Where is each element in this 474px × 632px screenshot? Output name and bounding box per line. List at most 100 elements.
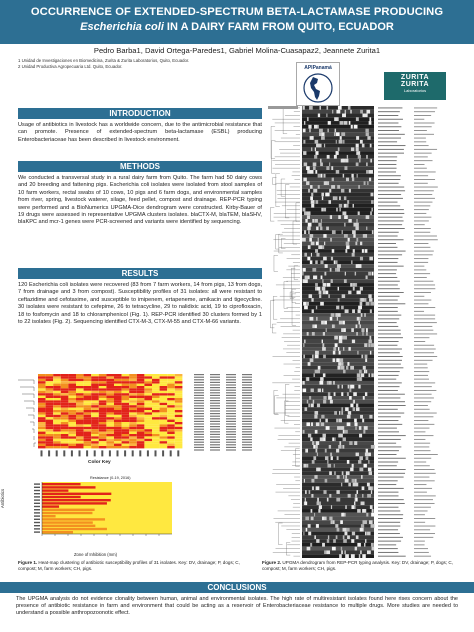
heatmap-cell	[68, 436, 76, 439]
gel-band	[311, 147, 313, 152]
heatmap-cell	[121, 393, 130, 396]
isolate-label	[378, 525, 401, 527]
gel-band	[336, 109, 341, 114]
isolate-source-label	[414, 148, 438, 150]
heatmap-cell	[106, 446, 114, 449]
heatmap-table-entry	[210, 384, 220, 386]
heatmap-table-entry	[242, 428, 252, 430]
isolate-source-label	[414, 457, 432, 459]
gel-band	[341, 230, 343, 235]
heatmap-cell	[53, 383, 61, 386]
histogram-row-label	[34, 502, 40, 504]
heatmap-table-entry	[226, 441, 236, 443]
heatmap-table-entry	[194, 426, 204, 428]
heatmap-cell	[129, 412, 137, 415]
gel-band	[324, 550, 328, 555]
heatmap-cell	[76, 398, 84, 401]
isolate-source-label	[414, 484, 427, 486]
heatmap-cell	[68, 410, 76, 413]
heatmap-cell	[98, 386, 107, 389]
heatmap-cell	[159, 446, 168, 449]
heatmap-table-entry	[226, 431, 236, 433]
gel-band	[314, 429, 318, 434]
isolate-source-label	[414, 243, 429, 244]
isolate-label	[378, 427, 397, 429]
gel-band	[324, 241, 326, 246]
heatmap-cell	[129, 378, 137, 382]
gel-lane	[302, 535, 374, 540]
heatmap-cell	[98, 431, 107, 434]
heatmap-cell	[159, 424, 168, 427]
gel-band	[341, 328, 345, 332]
gel-band	[318, 509, 321, 513]
heatmap-cell	[174, 414, 183, 418]
heatmap-cell	[159, 412, 168, 415]
isolate-source-label	[414, 521, 426, 523]
gel-band	[312, 219, 314, 223]
heatmap-cell	[114, 398, 122, 401]
isolate-label	[378, 487, 404, 489]
gel-band	[330, 237, 332, 242]
gel-band	[324, 516, 327, 521]
heatmap-table-entry	[242, 394, 252, 396]
gel-band	[371, 512, 375, 517]
gel-band	[319, 501, 321, 506]
isolate-source-label	[414, 450, 431, 452]
gel-band	[365, 132, 369, 137]
heatmap-cell	[129, 400, 137, 403]
dendrogram-node	[273, 390, 278, 415]
gel-band	[338, 203, 343, 208]
isolate-label	[378, 514, 404, 516]
gel-lane	[302, 539, 374, 543]
heatmap-cell	[53, 429, 61, 432]
heatmap-cell	[60, 424, 69, 427]
isolate-label	[378, 408, 398, 410]
gel-band	[355, 482, 359, 487]
gel-lane	[302, 260, 374, 265]
gel-band	[328, 396, 331, 400]
gel-band	[364, 452, 369, 457]
heatmap-cell	[53, 390, 61, 394]
gel-band	[310, 185, 313, 189]
heatmap-cell	[106, 434, 114, 437]
gel-band	[339, 362, 344, 366]
gel-band	[310, 252, 312, 257]
zurita-logo: ZURITA ZURITA Laboratorios	[384, 72, 446, 100]
gel-band	[360, 313, 363, 317]
heatmap-cell	[91, 429, 99, 432]
heatmap-cell	[38, 393, 46, 396]
isolate-source-label	[414, 363, 428, 365]
gel-band	[351, 339, 356, 344]
gel-lane	[302, 482, 374, 487]
gel-band	[368, 121, 372, 125]
heatmap-cell	[136, 441, 145, 444]
gel-band	[365, 128, 369, 133]
heatmap-cell	[83, 424, 92, 427]
gel-band	[320, 422, 325, 427]
isolate-label	[378, 476, 404, 478]
heatmap-cell	[136, 412, 145, 415]
gel-band	[342, 429, 346, 434]
gel-lane	[302, 249, 374, 253]
title-line-2-rest: IN A DAIRY FARM FROM QUITO, ECUADOR	[163, 21, 394, 33]
heatmap-cell	[174, 390, 183, 394]
gel-band	[303, 301, 307, 306]
isolate-label	[378, 495, 399, 497]
gel-band	[333, 463, 335, 468]
heatmap-cell	[152, 407, 160, 410]
gel-band	[370, 445, 375, 449]
gel-lane	[302, 354, 374, 359]
histogram-bar	[42, 527, 107, 531]
gel-band	[311, 478, 315, 483]
heatmap-cell	[136, 405, 145, 408]
gel-band	[367, 493, 372, 498]
heatmap-cell	[38, 429, 46, 432]
gel-band	[361, 143, 365, 148]
heatmap-cell	[121, 431, 130, 434]
gel-band	[337, 365, 341, 370]
gel-band	[353, 234, 356, 238]
gel-band	[350, 147, 355, 152]
heatmap-cell	[45, 374, 54, 377]
isolate-label	[378, 261, 398, 263]
gel-band	[323, 143, 326, 148]
